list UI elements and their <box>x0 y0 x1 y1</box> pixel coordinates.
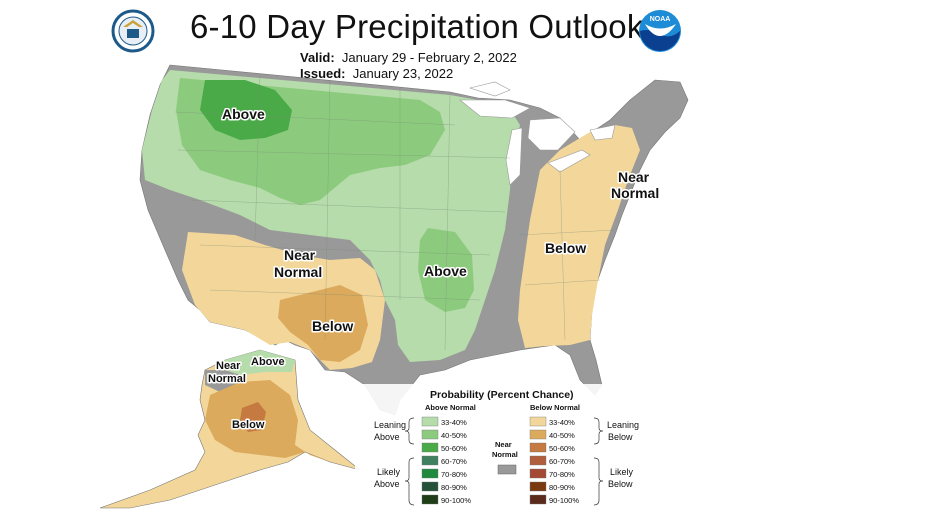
legend-below-range-2: 50-60% <box>549 444 575 453</box>
label-near-normal-sw-1: Near <box>284 247 316 263</box>
legend-background <box>355 384 655 516</box>
legend-below-range-0: 33-40% <box>549 418 575 427</box>
legend-leaning-above-2: Above <box>374 432 400 442</box>
state-boundaries <box>174 74 616 351</box>
legend-below-header: Below Normal <box>530 403 580 412</box>
legend-bracket-leaning-above <box>404 417 415 445</box>
label-ak-near-normal-2: Normal <box>208 373 246 385</box>
great-lakes <box>459 99 616 186</box>
legend-title: Probability (Percent Chance) <box>430 389 574 401</box>
legend-below-swatch-6 <box>529 494 547 505</box>
valid-dates: Valid: January 29 - February 2, 2022 <box>300 50 517 65</box>
alaska-below-40-region <box>205 380 330 462</box>
alaska-above-region <box>225 350 295 375</box>
legend-below-swatch-5 <box>529 481 547 492</box>
label-ak-near-normal-1: Near <box>216 360 241 372</box>
legend-below-swatch-3 <box>529 455 547 466</box>
doc-seal-icon <box>111 9 155 53</box>
legend-below-range-4: 70-80% <box>549 470 575 479</box>
label-ak-above: Above <box>251 356 285 368</box>
legend-likely-above-1: Likely <box>377 467 401 477</box>
legend-above-range-6: 90-100% <box>441 496 471 505</box>
issued-date: Issued: January 23, 2022 <box>300 66 453 81</box>
map-labels: Above Above Near Normal Below Below Near… <box>207 105 661 433</box>
legend-below-swatch-2 <box>529 442 547 453</box>
legend-likely-above-2: Above <box>374 479 400 489</box>
label-near-normal-ne-1: Near <box>618 169 650 185</box>
legend-above-range-1: 40-50% <box>441 431 467 440</box>
legend-likely-below-2: Below <box>608 479 633 489</box>
legend-above-swatch-2 <box>421 442 439 453</box>
legend-bracket-likely-below <box>593 457 604 506</box>
legend-above-range-3: 60-70% <box>441 457 467 466</box>
legend-above-swatches: 33-40% 40-50% 50-60% 60-70% 70-80% 80-90% 90-1… <box>421 416 471 505</box>
legend-near-normal-swatch <box>497 464 517 475</box>
legend-near-label-1: Near <box>495 440 512 449</box>
legend-below-swatches: 33-40% 40-50% 50-60% 60-70% 70-80% 80-90% 90-1… <box>529 416 579 505</box>
label-below-east: Below <box>545 240 586 256</box>
legend-leaning-below-1: Leaning <box>607 420 639 430</box>
legend-below-range-1: 40-50% <box>549 431 575 440</box>
legend-above-header: Above Normal <box>425 403 476 412</box>
legend-likely-below-1: Likely <box>610 467 634 477</box>
legend-above-range-5: 80-90% <box>441 483 467 492</box>
valid-label: Valid: <box>300 50 335 65</box>
alaska-below-50-region <box>240 402 266 432</box>
legend-above-swatch-0 <box>421 416 439 427</box>
legend-bracket-leaning-below <box>593 417 604 445</box>
legend-bracket-likely-above <box>404 457 415 506</box>
legend-below-swatch-0 <box>529 416 547 427</box>
legend-below-swatch-4 <box>529 468 547 479</box>
michigan-upper-peninsula <box>468 81 511 97</box>
legend-near-label-2: Normal <box>492 450 518 459</box>
above-40-central-region <box>418 228 474 312</box>
label-near-normal-ne-2: Normal <box>611 185 659 201</box>
legend: Probability (Percent Chance) Above Norma… <box>355 384 655 516</box>
legend-leaning-above-1: Leaning <box>374 420 406 430</box>
above-50-region <box>200 80 292 140</box>
legend-above-swatch-4 <box>421 468 439 479</box>
legend-below-range-5: 80-90% <box>549 483 575 492</box>
legend-above-range-4: 70-80% <box>441 470 467 479</box>
legend-above-swatch-3 <box>421 455 439 466</box>
legend-below-range-6: 90-100% <box>549 496 579 505</box>
below-33-east-region <box>518 125 640 348</box>
below-40-tx-region <box>278 285 368 362</box>
legend-above-range-0: 33-40% <box>441 418 467 427</box>
label-above-nw: Above <box>222 106 265 122</box>
page-title: 6-10 Day Precipitation Outlook <box>190 8 644 45</box>
legend-above-swatch-6 <box>421 494 439 505</box>
noaa-logo-icon: NOAA <box>639 10 681 52</box>
valid-value: January 29 - February 2, 2022 <box>341 50 517 65</box>
label-near-normal-sw-2: Normal <box>274 264 322 280</box>
legend-above-swatch-5 <box>421 481 439 492</box>
legend-above-range-2: 50-60% <box>441 444 467 453</box>
label-above-central: Above <box>424 263 467 279</box>
issued-label: Issued: <box>300 66 346 81</box>
legend-leaning-below-2: Below <box>608 432 633 442</box>
legend-above-swatch-1 <box>421 429 439 440</box>
issued-value: January 23, 2022 <box>352 66 454 81</box>
legend-below-range-3: 60-70% <box>549 457 575 466</box>
label-ak-below: Below <box>232 419 265 431</box>
label-below-tx: Below <box>312 318 353 334</box>
legend-below-swatch-1 <box>529 429 547 440</box>
svg-text:NOAA: NOAA <box>650 16 671 23</box>
